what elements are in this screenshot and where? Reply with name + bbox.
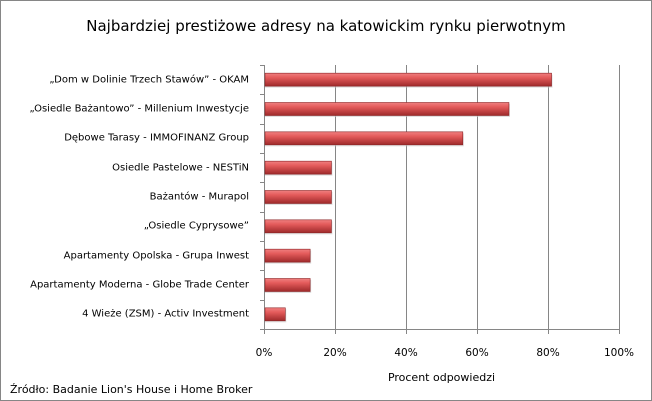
bar bbox=[264, 190, 332, 204]
x-tick-label: 40% bbox=[394, 347, 418, 359]
category-label: Dębowe Tarasy - IMMOFINANZ Group bbox=[64, 132, 249, 144]
bar bbox=[264, 278, 311, 292]
category-label: Osiedle Pastelowe - NESTiN bbox=[112, 162, 249, 174]
bar bbox=[264, 219, 332, 234]
bar bbox=[264, 72, 552, 87]
bar bbox=[264, 102, 510, 116]
category-label: 4 Wieże (ZSM) - Activ Investment bbox=[82, 308, 249, 320]
bar bbox=[264, 307, 286, 322]
x-tick-label: 20% bbox=[323, 347, 347, 359]
x-tick-label: 100% bbox=[603, 347, 635, 359]
category-label: „Osiedle Cyprysowe” bbox=[143, 220, 249, 232]
x-tick-label: 0% bbox=[255, 347, 273, 359]
x-tick-label: 80% bbox=[536, 347, 560, 359]
bar bbox=[264, 248, 311, 263]
chart-title: Najbardziej prestiżowe adresy na katowic… bbox=[86, 17, 566, 35]
category-label: Bażantów - Murapol bbox=[149, 191, 249, 203]
source-note: Źródło: Badanie Lion's House i Home Brok… bbox=[10, 383, 253, 396]
category-label: Apartamenty Moderna - Globe Trade Center bbox=[30, 279, 249, 291]
x-axis-label: Procent odpowiedzi bbox=[387, 371, 496, 384]
category-label: Apartamenty Opolska - Grupa Inwest bbox=[63, 250, 249, 262]
category-label: „Osiedle Bażantowo” - Millenium Inwestyc… bbox=[29, 103, 249, 115]
x-tick-label: 60% bbox=[465, 347, 489, 359]
category-label: „Dom w Dolinie Trzech Stawów” - OKAM bbox=[49, 74, 249, 86]
bar bbox=[264, 160, 332, 175]
bar bbox=[264, 131, 464, 146]
